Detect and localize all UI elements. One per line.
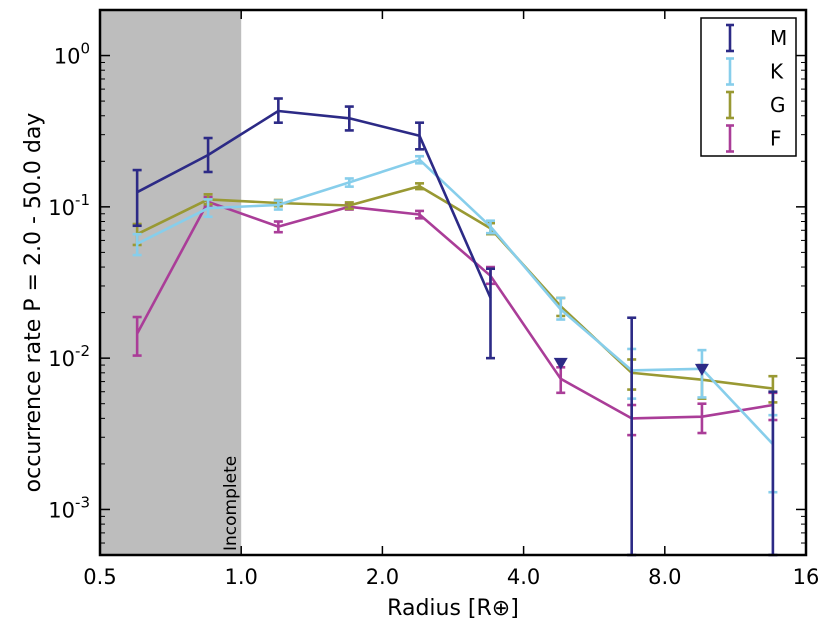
legend-label-g: G — [770, 93, 786, 117]
upper-limit-marker — [553, 357, 568, 370]
incomplete-label: Incomplete — [221, 456, 241, 551]
plot-frame — [98, 8, 808, 557]
y-tick-label: 10-3 — [48, 493, 90, 522]
legend-label-f: F — [770, 127, 782, 151]
series-layer — [132, 97, 778, 557]
series-line-m — [136, 109, 492, 299]
y-tick-label: 10-1 — [48, 191, 90, 220]
x-tick-label: 0.5 — [83, 565, 116, 589]
series-m — [132, 97, 778, 557]
x-axis-label: Radius [R⊕] — [387, 596, 519, 621]
legend-box — [700, 17, 797, 157]
incomplete-region — [100, 10, 242, 555]
y-axis-label: occurrence rate P = 2.0 - 50.0 day — [21, 113, 46, 493]
legend-label-m: M — [770, 26, 787, 50]
series-line-g — [136, 184, 774, 390]
upper-limit-marker — [694, 363, 709, 376]
x-tick-label: 1.0 — [224, 565, 257, 589]
y-tick-label: 10-2 — [48, 342, 90, 371]
x-tick-label: 16 — [793, 565, 820, 589]
x-tick-label: 4.0 — [507, 565, 540, 589]
series-line-f — [135, 200, 774, 420]
x-tick-label: 8.0 — [648, 565, 681, 589]
legend-label-k: K — [770, 60, 784, 84]
ticks-layer: 0.5 1.0 2.0 4.0 8.0 16 100 10-1 10-2 10-3 — [48, 9, 820, 589]
y-tick-label: 100 — [54, 40, 90, 69]
x-tick-label: 2.0 — [366, 565, 399, 589]
series-line-k — [136, 158, 774, 446]
